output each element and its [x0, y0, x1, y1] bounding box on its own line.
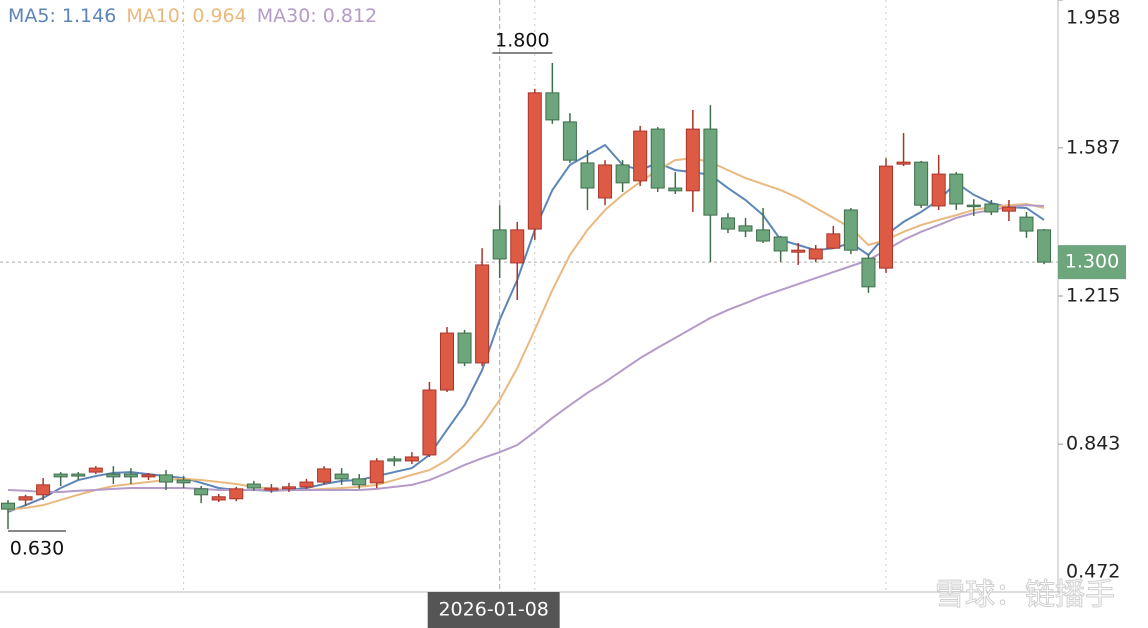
candle-body: [159, 474, 174, 483]
y-tick-label: 1.587: [1066, 136, 1120, 158]
candle-body: [966, 204, 981, 208]
candle-body: [879, 165, 893, 269]
ma-line: [7, 157, 1045, 511]
candle-body: [914, 161, 929, 206]
y-tick-label: 0.843: [1066, 433, 1120, 455]
min-label: 0.630: [10, 538, 64, 560]
candle-body: [650, 128, 665, 189]
y-tick-label: 1.215: [1066, 285, 1120, 307]
candle-body: [931, 173, 946, 207]
candle-body: [1001, 206, 1016, 212]
candle-body: [106, 473, 121, 478]
candle-body: [317, 468, 332, 483]
candle-body: [457, 332, 472, 364]
candle-body: [984, 203, 999, 213]
candle-body: [387, 458, 402, 462]
candle-body: [510, 229, 525, 264]
candle-body: [861, 257, 876, 288]
candle-body: [299, 481, 314, 488]
candle-body: [720, 217, 735, 230]
y-tick-label: 0.472: [1066, 561, 1120, 583]
candle-body: [668, 187, 683, 192]
candle-body: [562, 121, 577, 161]
candle-body: [791, 249, 806, 253]
candle-body: [1019, 216, 1034, 232]
candle-body: [826, 233, 841, 249]
x-label-box: [427, 592, 560, 628]
ma-line: [7, 143, 1045, 513]
candle-body: [527, 92, 542, 230]
candle-body: [281, 486, 296, 490]
candle-body: [545, 92, 560, 121]
candle-body: [71, 473, 86, 477]
candle-body: [176, 479, 191, 484]
candle-body: [598, 164, 613, 199]
candle-body: [123, 473, 138, 478]
candle-body: [211, 496, 226, 501]
candle-body: [264, 487, 279, 491]
candle-body: [843, 209, 858, 251]
candle-body: [1, 502, 15, 510]
candle-body: [615, 164, 630, 184]
candle-body: [896, 161, 911, 165]
legend-entry: MA10: 0.964: [126, 5, 246, 27]
candle-body: [422, 389, 437, 456]
candle-body: [334, 473, 349, 480]
candle-body: [229, 488, 244, 500]
candle-body: [1037, 229, 1052, 263]
candle-body: [773, 236, 788, 252]
candle-body: [685, 128, 700, 192]
legend: MA5: 1.146 MA10: 0.964 MA30: 0.812: [8, 5, 377, 27]
candle-body: [440, 332, 454, 391]
candle-body: [404, 456, 419, 462]
candle-body: [18, 496, 33, 501]
max-label: 1.800: [495, 29, 549, 51]
candle-body: [352, 478, 367, 486]
legend-entry: MA30: 0.812: [257, 5, 377, 27]
last-price-label: 1.300: [1065, 251, 1119, 273]
candle-body: [808, 248, 823, 260]
candle-body: [633, 130, 648, 182]
candle-body: [53, 473, 68, 478]
candle-body: [246, 483, 261, 489]
candle-body: [738, 225, 753, 232]
candle-body: [36, 484, 51, 496]
candle-body: [580, 162, 595, 189]
last-price-box: [1058, 245, 1126, 280]
candle-body: [492, 229, 507, 260]
legend-entry: MA5: 1.146: [8, 5, 116, 27]
candle-body: [949, 173, 964, 205]
candle-body: [194, 488, 209, 496]
candle-body: [141, 474, 156, 478]
candle-body: [756, 229, 771, 242]
watermark: 雪球：链播手: [935, 578, 1115, 613]
candle-body: [703, 128, 718, 216]
candle-body: [88, 467, 103, 473]
x-tick-label: 2026-01-08: [438, 599, 548, 621]
y-tick-label: 1.958: [1066, 7, 1120, 29]
candle-body: [475, 264, 490, 364]
candle-body: [369, 460, 384, 484]
